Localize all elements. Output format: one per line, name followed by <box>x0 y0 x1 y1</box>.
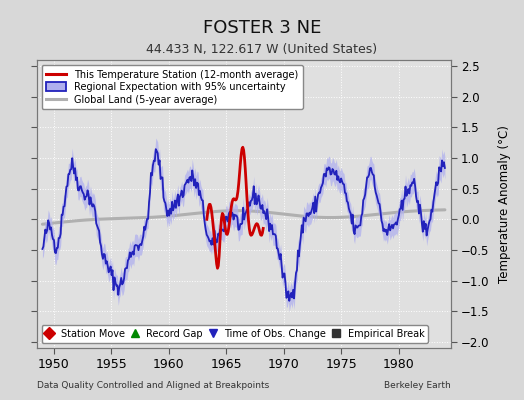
Y-axis label: Temperature Anomaly (°C): Temperature Anomaly (°C) <box>498 125 511 283</box>
Legend: Station Move, Record Gap, Time of Obs. Change, Empirical Break: Station Move, Record Gap, Time of Obs. C… <box>41 325 428 343</box>
Text: FOSTER 3 NE: FOSTER 3 NE <box>203 19 321 37</box>
Text: 44.433 N, 122.617 W (United States): 44.433 N, 122.617 W (United States) <box>146 44 378 56</box>
Text: Berkeley Earth: Berkeley Earth <box>384 381 451 390</box>
Text: Data Quality Controlled and Aligned at Breakpoints: Data Quality Controlled and Aligned at B… <box>37 381 269 390</box>
